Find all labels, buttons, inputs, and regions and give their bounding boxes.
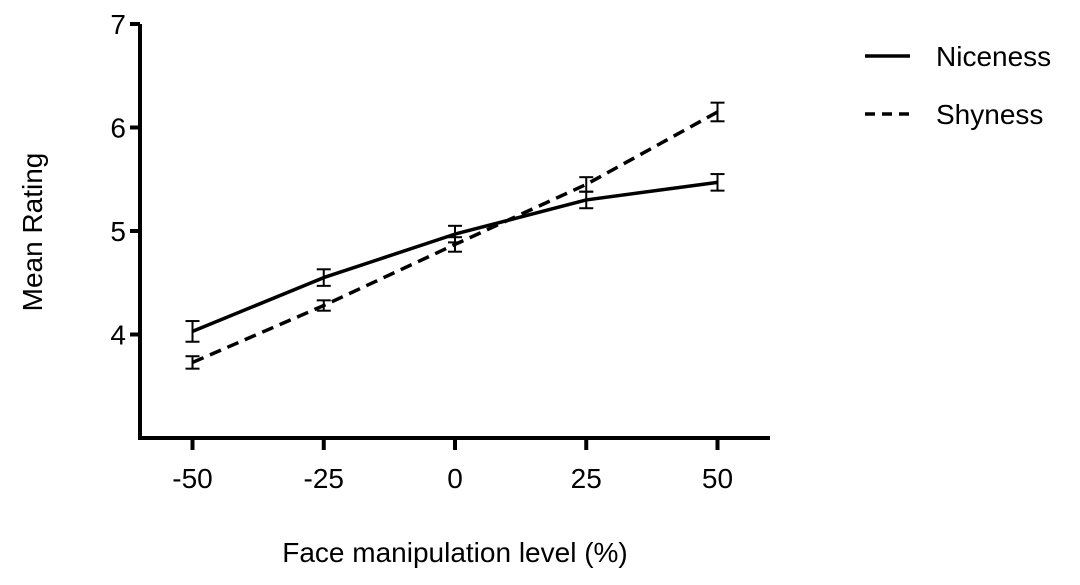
- y-ticks: 4 5 6 7: [110, 9, 140, 351]
- x-tick-label: 25: [571, 463, 602, 494]
- series-niceness: [185, 173, 725, 343]
- series-shyness: [185, 101, 725, 370]
- error-bar-shyness: [710, 101, 725, 123]
- series-line-niceness: [191, 180, 718, 334]
- x-tick-label: 0: [447, 463, 463, 494]
- y-tick-label: 7: [110, 9, 126, 40]
- y-tick-label: 4: [110, 320, 126, 351]
- y-axis-title: Mean Rating: [17, 153, 48, 312]
- x-tick-label: 50: [702, 463, 733, 494]
- legend-label-shyness: Shyness: [936, 99, 1043, 130]
- error-bar-niceness: [185, 320, 200, 343]
- y-tick-label: 6: [110, 113, 126, 144]
- x-ticks: -50 -25 0 25 50: [172, 438, 733, 494]
- x-axis-title: Face manipulation level (%): [282, 537, 628, 568]
- error-bar-shyness: [185, 355, 200, 370]
- error-bar-shyness: [579, 176, 594, 193]
- series-layer: [185, 101, 725, 370]
- legend: Niceness Shyness: [865, 41, 1051, 130]
- y-tick-label: 5: [110, 216, 126, 247]
- error-bar-niceness: [316, 268, 331, 287]
- x-tick-label: -25: [304, 463, 344, 494]
- error-bar-niceness: [710, 173, 725, 192]
- error-bar-shyness: [316, 299, 331, 312]
- error-bar-shyness: [448, 236, 462, 253]
- legend-label-niceness: Niceness: [936, 41, 1051, 72]
- x-tick-label: -50: [172, 463, 212, 494]
